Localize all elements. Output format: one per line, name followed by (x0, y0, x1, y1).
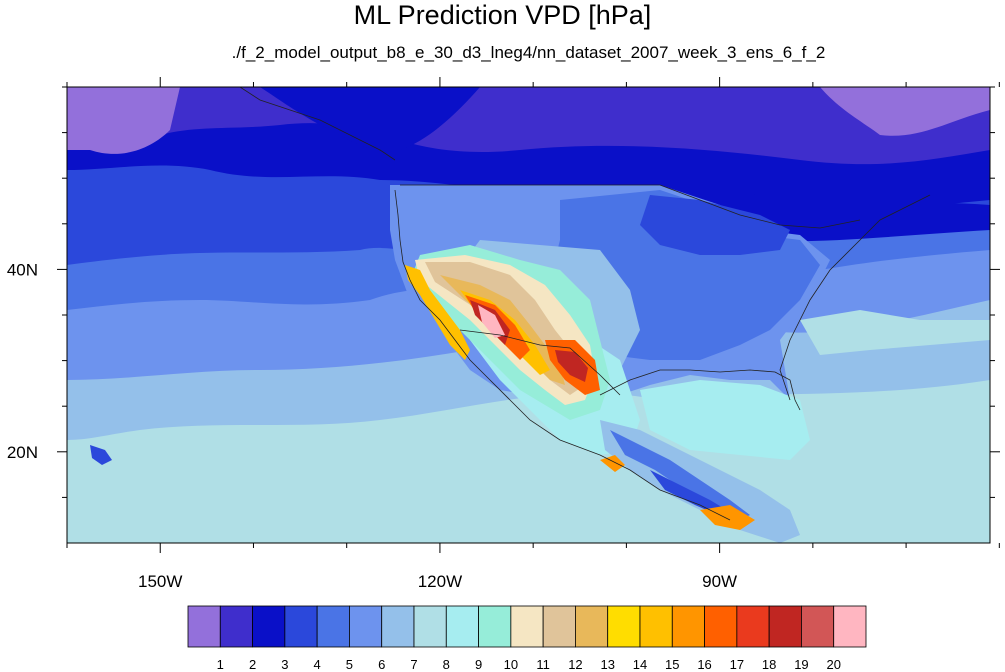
field-central-america (610, 430, 750, 520)
field-texas-19 (555, 350, 588, 382)
field-southwest-20 (478, 305, 505, 338)
colorbar-swatch (736, 605, 770, 648)
colorbar-level-label: 16 (697, 657, 711, 672)
colorbar-level-label: 9 (475, 657, 482, 672)
colorbar-swatch (833, 605, 867, 648)
vpd-field (67, 87, 990, 543)
colorbar-swatch (413, 605, 447, 648)
colorbar-swatch (510, 605, 544, 648)
colorbar-level-label: 19 (794, 657, 808, 672)
colorbar-swatch (316, 605, 350, 648)
field-hawaii (90, 445, 112, 465)
x-tick-label: 90W (702, 572, 737, 591)
colorbar-swatch (381, 605, 415, 648)
field-alaska-ridge (260, 87, 480, 151)
colorbar-swatch (252, 605, 286, 648)
colorbar-level-label: 7 (410, 657, 417, 672)
colorbar-swatch (671, 605, 705, 648)
colorbar-swatch (219, 605, 253, 648)
colorbar-swatch (607, 605, 641, 648)
y-tick-label: 40N (7, 260, 38, 279)
colorbar-swatch (478, 605, 512, 648)
y-tick-label: 20N (7, 443, 38, 462)
border-us-canada (400, 184, 861, 229)
field-central-america-dark (650, 470, 730, 516)
colorbar-swatch (704, 605, 738, 648)
colorbar-level-label: 18 (762, 657, 776, 672)
chart-title: ML Prediction VPD [hPa] (353, 0, 652, 30)
field-california-coast (405, 265, 470, 360)
border-us-mexico (459, 329, 621, 396)
colorbar-swatch (187, 605, 221, 648)
coastline-west-coast (394, 189, 731, 521)
colorbar-level-label: 2 (249, 657, 256, 672)
colorbar-level-label: 11 (536, 657, 550, 672)
coastline-east-coast (779, 194, 931, 401)
colorbar-level-label: 6 (378, 657, 385, 672)
coastline-alaska (239, 87, 396, 161)
chart-subtitle: ./f_2_model_output_b8_e_30_d3_lneg4/nn_d… (231, 43, 826, 62)
colorbar-level-label: 20 (826, 657, 840, 672)
field-atlantic-band (800, 310, 990, 355)
coastline-gulf (599, 369, 801, 411)
colorbar: 1 2 3 4 5 6 7 8 9 10 11 12 13 14 15 16 17 18 19 20 (187, 605, 867, 672)
colorbar-swatch (768, 605, 802, 648)
colorbar-level-label: 3 (281, 657, 288, 672)
x-tick-label: 120W (418, 572, 462, 591)
field-venezuela-hot (700, 505, 755, 530)
colorbar-swatch (542, 605, 576, 648)
colorbar-level-label: 1 (217, 657, 224, 672)
axis-ticks (57, 77, 1000, 553)
x-tick-label: 150W (138, 572, 182, 591)
field-caribbean-islands (600, 455, 625, 472)
colorbar-swatch (801, 605, 835, 648)
colorbar-level-label: 5 (346, 657, 353, 672)
field-top-purple-1 (67, 87, 180, 154)
field-great-lakes (640, 195, 790, 255)
field-gulf-of-mexico (640, 380, 810, 460)
colorbar-swatch (639, 605, 673, 648)
colorbar-level-label: 4 (314, 657, 321, 672)
colorbar-level-label: 13 (600, 657, 614, 672)
colorbar-level-label: 10 (504, 657, 518, 672)
colorbar-swatch (445, 605, 479, 648)
colorbar-swatch (575, 605, 609, 648)
coastlines (239, 87, 931, 521)
colorbar-level-label: 17 (730, 657, 744, 672)
colorbar-swatch (284, 605, 318, 648)
colorbar-level-label: 14 (633, 657, 647, 672)
colorbar-level-label: 15 (665, 657, 679, 672)
axis-labels: 150W 120W 90W 40N 20N (7, 260, 737, 591)
colorbar-level-label: 8 (443, 657, 450, 672)
colorbar-swatch (349, 605, 383, 648)
field-top-purple-2 (820, 87, 990, 136)
colorbar-level-label: 12 (568, 657, 582, 672)
